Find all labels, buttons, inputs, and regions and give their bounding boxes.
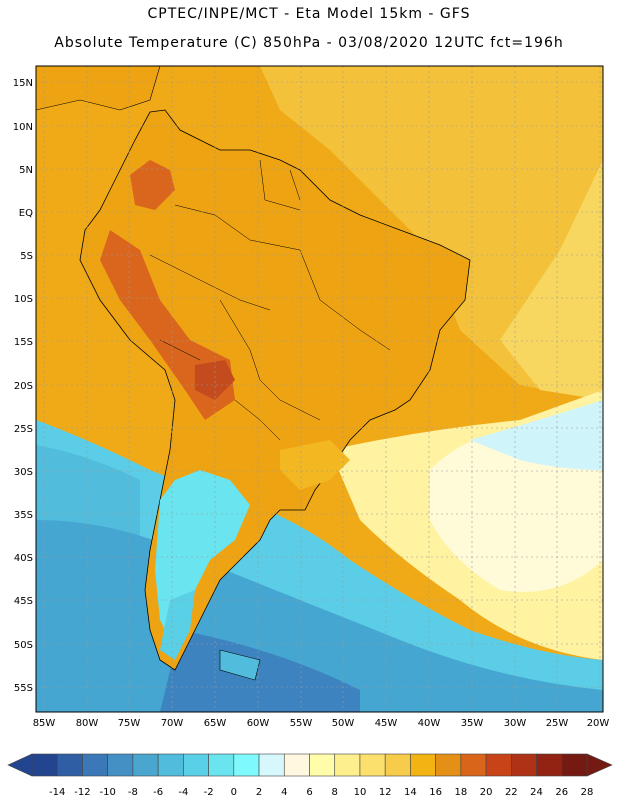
colorbar-tick-label: -12: [74, 787, 90, 798]
colorbar-swatch: [334, 753, 361, 777]
lat-label: 5S: [20, 251, 33, 262]
colorbar-swatch: [132, 753, 159, 777]
lon-label: 70W: [161, 718, 184, 729]
chaco-hot-spot: [195, 360, 235, 400]
colorbar-tick-label: 18: [454, 787, 467, 798]
lon-label: 65W: [204, 718, 227, 729]
colorbar-tick-label: 16: [429, 787, 442, 798]
lat-label: 35S: [14, 510, 33, 521]
country-borders: [149, 159, 391, 441]
lat-label: 45S: [14, 596, 33, 607]
colorbar-right-arrow: [586, 753, 613, 777]
lon-label: 45W: [375, 718, 398, 729]
colorbar-tick-label: -2: [204, 787, 214, 798]
lon-label: 30W: [504, 718, 527, 729]
southeast-coast-mild: [280, 440, 350, 490]
lat-label: 25S: [14, 424, 33, 435]
colorbar-swatch: [435, 753, 462, 777]
colorbar-swatch: [561, 753, 588, 777]
lat-label: 15N: [13, 78, 33, 89]
colorbar-swatch: [460, 753, 487, 777]
lat-label: EQ: [19, 208, 33, 219]
ocean-mild-core: [500, 160, 603, 400]
lon-label: 75W: [118, 718, 141, 729]
colorbar-tick-label: 8: [332, 787, 338, 798]
colorbar-swatch: [359, 753, 386, 777]
colorbar-swatch: [258, 753, 285, 777]
colorbar-swatch: [82, 753, 108, 777]
colorbar-tick-label: 22: [505, 787, 518, 798]
lon-label: 40W: [418, 718, 441, 729]
colorbar-tick-label: 10: [354, 787, 367, 798]
colorbar-tick-label: 26: [555, 787, 568, 798]
lon-label: 55W: [290, 718, 313, 729]
ocean-coldest-region: [160, 630, 360, 712]
colorbar-tick-label: 14: [404, 787, 417, 798]
lon-label: 25W: [546, 718, 569, 729]
colorbar-tick-label: -6: [153, 787, 163, 798]
colorbar-swatch: [536, 753, 563, 777]
colorbar-swatch: [183, 753, 209, 777]
falklands-islands: [219, 649, 261, 681]
colorbar-swatch: [208, 753, 235, 777]
lon-label: 50W: [332, 718, 355, 729]
colorbar-tick-label: 24: [530, 787, 543, 798]
colorbar-swatch: [485, 753, 512, 777]
colorbar: -14 -12 -10 -8 -6 -4 -2 0 2 4 6 8 10 12 14 16 18 20 22 24 26…: [7, 753, 613, 798]
andes-north-warm: [130, 160, 175, 210]
colorbar-left-arrow: [7, 753, 33, 777]
latitude-labels: 15N 10N 5N EQ 5S 10S 15S 20S 25S 30S 35S…: [13, 78, 33, 694]
colorbar-swatch: [107, 753, 134, 777]
lon-label: 35W: [461, 718, 484, 729]
colorbar-tick-label: -4: [178, 787, 188, 798]
lat-label: 20S: [14, 381, 33, 392]
lat-label: 5N: [19, 165, 33, 176]
colorbar-tick-label: -14: [49, 787, 65, 798]
colorbar-tick-label: -10: [100, 787, 116, 798]
colorbar-tick-label: 12: [379, 787, 392, 798]
colorbar-tick-label: 4: [281, 787, 287, 798]
colorbar-tick-label: 28: [581, 787, 594, 798]
lat-label: 50S: [14, 640, 33, 651]
lat-label: 55S: [14, 683, 33, 694]
colorbar-swatch: [233, 753, 260, 777]
lat-label: 15S: [14, 337, 33, 348]
colorbar-swatch: [410, 753, 436, 777]
lon-label: 80W: [76, 718, 99, 729]
lon-label: 20W: [587, 718, 610, 729]
colorbar-tick-label: 2: [256, 787, 262, 798]
colorbar-swatch: [157, 753, 184, 777]
lat-label: 10S: [14, 294, 33, 305]
longitude-labels: 85W 80W 75W 70W 65W 60W 55W 50W 45W 40W …: [33, 718, 610, 729]
colorbar-tick-label: 6: [306, 787, 312, 798]
colorbar-tick-label: 20: [480, 787, 493, 798]
lon-label: 60W: [247, 718, 270, 729]
colorbar-swatch: [56, 753, 83, 777]
map-frame: [35, 65, 604, 713]
colorbar-swatch: [511, 753, 537, 777]
colorbar-tick-label: -8: [128, 787, 138, 798]
lat-label: 40S: [14, 553, 33, 564]
colorbar-tick-label: 0: [231, 787, 237, 798]
chart-subtitle: Absolute Temperature (C) 850hPa - 03/08/…: [54, 35, 564, 51]
lat-label: 30S: [14, 467, 33, 478]
colorbar-swatch: [283, 753, 310, 777]
map-field: [36, 66, 603, 712]
colorbar-swatch: [31, 753, 58, 777]
chart-title: CPTEC/INPE/MCT - Eta Model 15km - GFS: [147, 6, 471, 22]
colorbar-swatch: [309, 753, 336, 777]
ocean-cyan-patch: [470, 400, 603, 470]
lon-label: 85W: [33, 718, 56, 729]
lat-label: 10N: [13, 122, 33, 133]
colorbar-swatch: [384, 753, 411, 777]
southern-tip-cold: [160, 590, 195, 660]
